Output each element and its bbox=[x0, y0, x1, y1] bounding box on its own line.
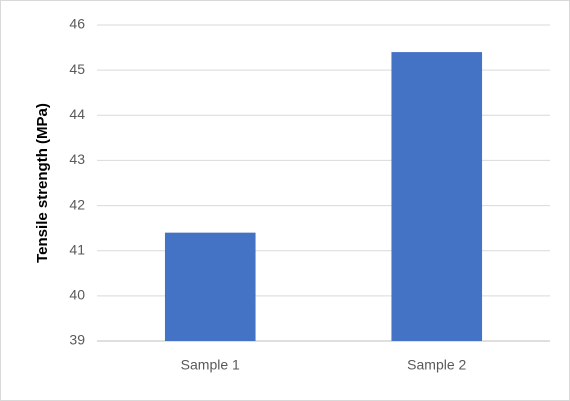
x-tick-label: Sample 2 bbox=[407, 357, 466, 373]
y-tick-label: 41 bbox=[69, 241, 85, 257]
y-tick-label: 40 bbox=[69, 287, 85, 303]
bar bbox=[391, 52, 483, 341]
y-tick-label: 42 bbox=[69, 196, 85, 212]
x-tick-label: Sample 1 bbox=[181, 357, 240, 373]
y-axis-label: Tensile strength (MPa) bbox=[34, 103, 51, 263]
bar bbox=[164, 232, 256, 341]
y-tick-label: 46 bbox=[69, 16, 85, 32]
y-tick-label: 44 bbox=[69, 106, 85, 122]
y-tick-label: 39 bbox=[69, 332, 85, 348]
y-tick-label: 43 bbox=[69, 151, 85, 167]
y-tick-label: 45 bbox=[69, 61, 85, 77]
